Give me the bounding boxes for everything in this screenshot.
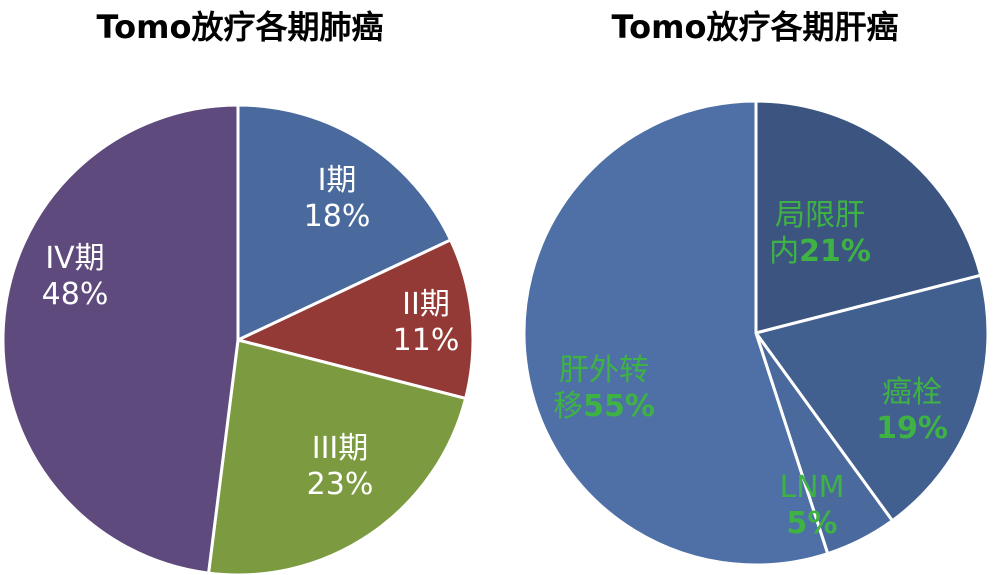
liver-label-4-value: 移55% [553,389,655,424]
lung-label-2-value: 11% [393,323,460,358]
liver-label-3-value: 5% [787,506,838,541]
liver-slice-4 [522,99,830,567]
liver-label-3-category: LNM [779,470,844,505]
lung-label-3-category: III期 [312,431,369,466]
lung-label-2-category: II期 [402,287,450,322]
lung-label-4-category: IV期 [45,241,104,276]
liver-label-2-value: 19% [876,411,948,446]
lung-slice-1 [236,103,453,342]
liver-slice-1 [754,99,983,335]
chart-title-lung: Tomo放疗各期肺癌 [96,8,384,46]
liver-label-2-category: 癌栓 [882,375,942,410]
chart-title-liver: Tomo放疗各期肝癌 [611,8,899,46]
lung-slice-4 [1,103,240,575]
lung-label-3-value: 23% [307,467,374,502]
liver-slice-2 [754,273,990,523]
lung-label-1-value: 18% [304,199,371,234]
liver-label-4-category: 肝外转 [559,353,649,388]
lung-slice-2 [236,238,475,400]
liver-label-1-value: 内21% [769,234,871,269]
lung-label-1-category: I期 [318,163,357,198]
lung-label-4-value: 48% [42,277,109,312]
liver-label-1-category: 局限肝 [775,198,865,233]
